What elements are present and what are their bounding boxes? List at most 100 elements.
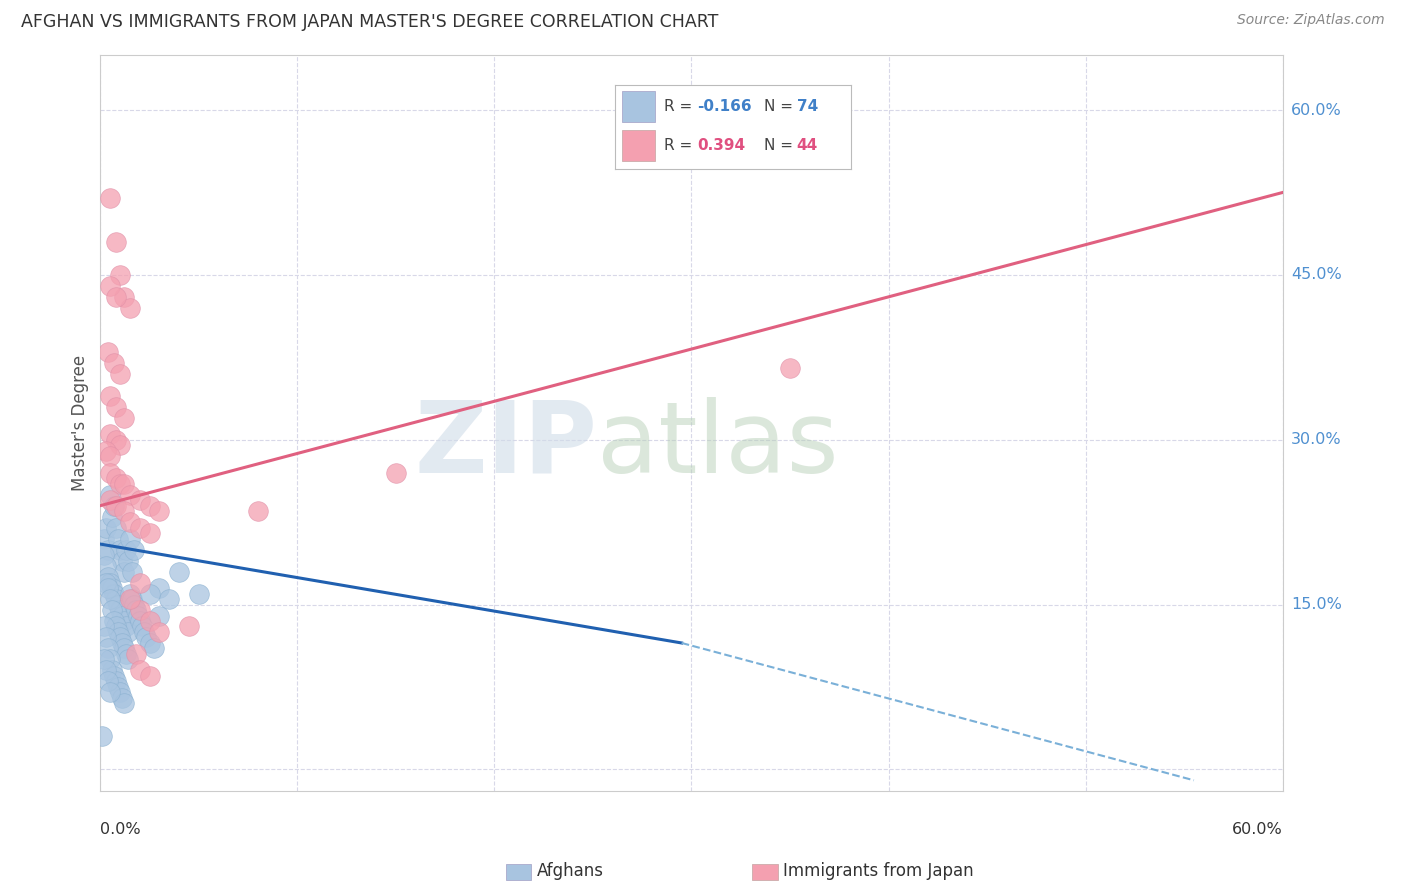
Point: [97, 570, 120, 584]
Point: [98, 685, 121, 699]
Point: [93, 652, 115, 666]
Point: [118, 488, 141, 502]
Point: [118, 592, 141, 607]
Point: [112, 476, 135, 491]
Point: [98, 575, 121, 590]
Point: [135, 631, 157, 645]
Point: [97, 641, 120, 656]
Point: [108, 476, 131, 491]
Point: [125, 647, 148, 661]
Point: [111, 553, 134, 567]
Point: [138, 669, 160, 683]
Point: [107, 625, 129, 640]
Point: [187, 586, 209, 600]
Point: [138, 614, 160, 628]
Point: [108, 685, 131, 699]
Point: [115, 619, 138, 633]
Point: [121, 592, 143, 607]
Point: [112, 565, 135, 579]
Point: [98, 449, 121, 463]
Point: [105, 499, 128, 513]
Point: [111, 608, 134, 623]
Point: [118, 586, 141, 600]
Point: [97, 542, 120, 557]
Point: [98, 493, 121, 508]
Point: [105, 400, 128, 414]
Point: [105, 433, 128, 447]
Point: [115, 542, 138, 557]
Text: 60.0%: 60.0%: [1232, 822, 1282, 837]
Point: [117, 553, 139, 567]
Point: [111, 636, 134, 650]
Point: [108, 367, 131, 381]
Point: [98, 652, 121, 666]
Point: [107, 680, 129, 694]
Point: [91, 730, 114, 744]
Point: [111, 690, 134, 705]
Point: [98, 427, 121, 442]
Point: [105, 520, 128, 534]
Y-axis label: Master's Degree: Master's Degree: [72, 355, 89, 491]
Point: [103, 499, 125, 513]
Point: [112, 504, 135, 518]
Point: [138, 526, 160, 541]
Point: [108, 631, 131, 645]
Point: [779, 361, 801, 376]
Point: [107, 598, 129, 612]
Point: [98, 592, 121, 607]
Point: [103, 669, 125, 683]
Point: [101, 581, 124, 595]
Point: [148, 625, 170, 640]
Point: [138, 586, 160, 600]
Point: [142, 641, 165, 656]
Point: [385, 466, 408, 480]
Point: [128, 520, 150, 534]
Point: [118, 532, 141, 546]
Point: [128, 603, 150, 617]
Point: [97, 344, 120, 359]
Text: 45.0%: 45.0%: [1291, 268, 1341, 283]
Text: Source: ZipAtlas.com: Source: ZipAtlas.com: [1237, 13, 1385, 28]
Point: [103, 356, 125, 370]
Point: [118, 515, 141, 529]
Point: [112, 641, 135, 656]
Point: [105, 235, 128, 249]
Point: [128, 614, 150, 628]
Point: [96, 443, 118, 458]
Point: [148, 504, 170, 518]
Point: [105, 290, 128, 304]
Point: [97, 674, 120, 689]
Point: [107, 532, 129, 546]
Text: 0.0%: 0.0%: [100, 822, 141, 837]
Text: AFGHAN VS IMMIGRANTS FROM JAPAN MASTER'S DEGREE CORRELATION CHART: AFGHAN VS IMMIGRANTS FROM JAPAN MASTER'S…: [21, 13, 718, 31]
Point: [98, 191, 121, 205]
Point: [96, 575, 118, 590]
Point: [112, 614, 135, 628]
Point: [157, 592, 180, 607]
Point: [112, 290, 135, 304]
Point: [115, 647, 138, 661]
Point: [96, 631, 118, 645]
Point: [148, 581, 170, 595]
Point: [101, 509, 124, 524]
Point: [118, 301, 141, 315]
Point: [101, 603, 124, 617]
Text: Afghans: Afghans: [537, 863, 605, 880]
Point: [122, 542, 145, 557]
Point: [103, 586, 125, 600]
Point: [127, 608, 149, 623]
Point: [98, 466, 121, 480]
Point: [108, 542, 131, 557]
Point: [128, 664, 150, 678]
Point: [128, 575, 150, 590]
Point: [96, 664, 118, 678]
Text: 60.0%: 60.0%: [1291, 103, 1341, 118]
Point: [93, 548, 115, 562]
Point: [122, 598, 145, 612]
Point: [246, 504, 269, 518]
Point: [117, 625, 139, 640]
Point: [97, 581, 120, 595]
Point: [138, 499, 160, 513]
Point: [117, 652, 139, 666]
Point: [128, 493, 150, 508]
